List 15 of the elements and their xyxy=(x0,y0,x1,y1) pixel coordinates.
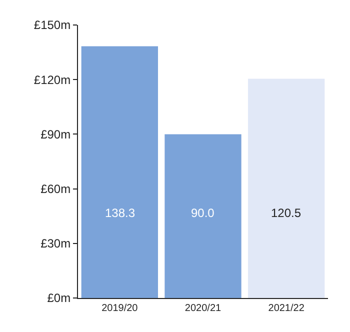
y-tick-label: £90m xyxy=(40,127,71,142)
data-label: 138.3 xyxy=(105,206,136,220)
y-tick-label: £120m xyxy=(34,72,71,87)
y-tick-label: £30m xyxy=(40,236,71,251)
bar xyxy=(164,134,242,298)
y-tick-label: £150m xyxy=(34,18,71,32)
bar xyxy=(81,46,158,298)
bar xyxy=(248,78,325,298)
data-label: 90.0 xyxy=(191,206,215,220)
y-tick-label: £60m xyxy=(40,182,71,196)
x-tick-label: 2020/21 xyxy=(184,303,222,314)
data-label: 120.5 xyxy=(271,206,302,220)
y-tick-label: £0m xyxy=(47,291,71,306)
x-tick-label: 2021/22 xyxy=(268,303,305,314)
x-tick-label: 2019/20 xyxy=(102,303,138,314)
